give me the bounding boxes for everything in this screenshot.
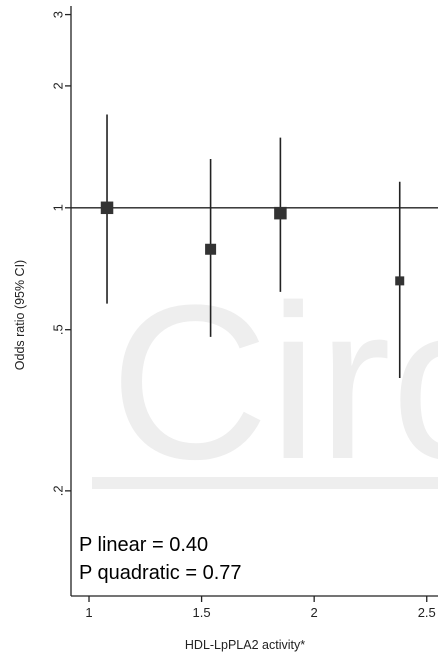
x-ticks: 1 1.5 2 2.5 [85,596,436,620]
y-tick-label-4: 3 [51,11,66,18]
point-marker-1 [205,243,217,255]
y-tick-label-3: 2 [51,82,66,89]
p-linear-annotation: P linear = 0.40 [79,534,208,556]
data-points [100,114,405,378]
p-quadratic-annotation: P quadratic = 0.77 [79,562,242,584]
y-tick-label-1: .5 [51,324,66,335]
x-tick-label-1: 1.5 [193,605,211,620]
watermark-underline [92,477,438,489]
y-axis-title: Odds ratio (95% CI) [13,260,27,370]
y-tick-label-2: 1 [51,204,66,211]
point-marker-0 [100,201,114,215]
x-tick-label-3: 2.5 [418,605,436,620]
y-tick-label-0: .2 [51,485,66,496]
x-tick-label-0: 1 [85,605,92,620]
watermark: Circ [92,259,438,505]
axes [70,6,438,597]
watermark-text: Circ [110,259,438,505]
y-ticks: .2 .5 1 2 3 [51,11,71,496]
point-marker-3 [395,276,405,286]
point-marker-2 [274,206,287,220]
x-axis-title: HDL-LpPLA2 activity* [185,638,305,652]
x-tick-label-2: 2 [311,605,318,620]
